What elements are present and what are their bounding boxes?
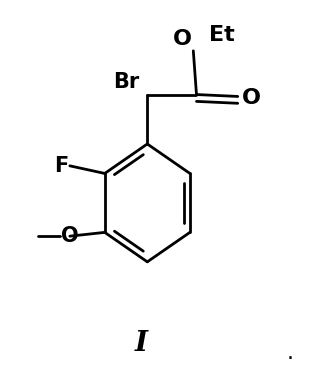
Text: .: . <box>287 343 293 363</box>
Text: F: F <box>54 156 68 176</box>
Text: Et: Et <box>209 25 234 45</box>
Text: Br: Br <box>113 72 140 92</box>
Text: O: O <box>173 29 192 49</box>
Text: O: O <box>242 88 260 108</box>
Text: O: O <box>61 226 79 246</box>
Text: I: I <box>134 330 148 357</box>
